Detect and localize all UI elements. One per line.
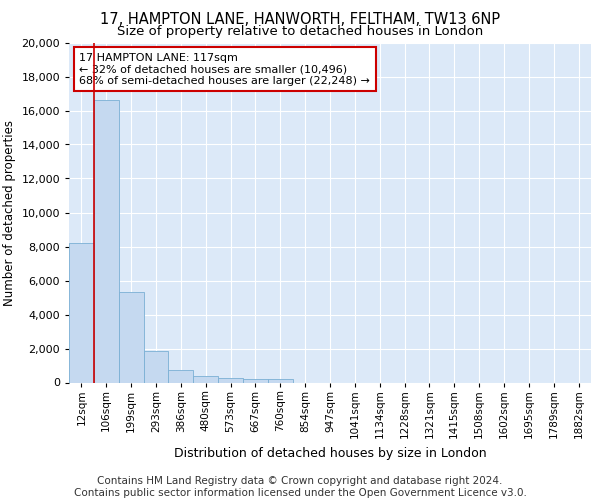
X-axis label: Distribution of detached houses by size in London: Distribution of detached houses by size … — [173, 446, 487, 460]
Text: Size of property relative to detached houses in London: Size of property relative to detached ho… — [117, 25, 483, 38]
Bar — [169, 370, 193, 382]
Bar — [243, 378, 268, 382]
Bar — [193, 376, 218, 382]
Bar — [268, 379, 293, 382]
Text: Contains HM Land Registry data © Crown copyright and database right 2024.
Contai: Contains HM Land Registry data © Crown c… — [74, 476, 526, 498]
Y-axis label: Number of detached properties: Number of detached properties — [3, 120, 16, 306]
Bar — [69, 243, 94, 382]
Text: 17, HAMPTON LANE, HANWORTH, FELTHAM, TW13 6NP: 17, HAMPTON LANE, HANWORTH, FELTHAM, TW1… — [100, 12, 500, 28]
Bar — [143, 351, 169, 382]
Bar — [218, 378, 243, 382]
Bar — [94, 100, 119, 382]
Bar — [119, 292, 143, 382]
Text: 17 HAMPTON LANE: 117sqm
← 32% of detached houses are smaller (10,496)
68% of sem: 17 HAMPTON LANE: 117sqm ← 32% of detache… — [79, 52, 370, 86]
